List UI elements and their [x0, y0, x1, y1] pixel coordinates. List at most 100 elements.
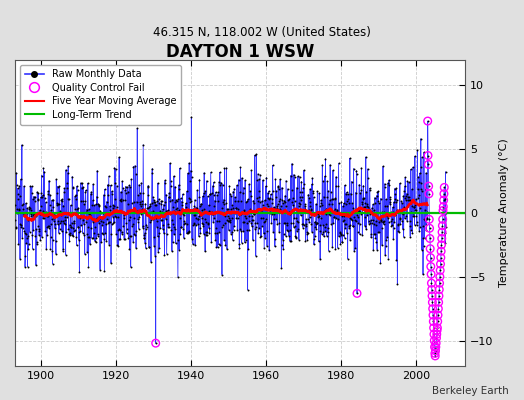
Point — [167, 178, 175, 184]
Point — [111, 213, 119, 220]
Point — [14, 240, 23, 247]
Point — [361, 214, 369, 220]
Point — [404, 202, 412, 209]
Point — [194, 233, 203, 240]
Point — [372, 239, 380, 246]
Point — [16, 256, 24, 262]
Point — [14, 190, 23, 197]
Point — [309, 211, 318, 217]
Point — [202, 178, 211, 184]
Point — [424, 152, 432, 159]
Point — [148, 165, 157, 172]
Point — [125, 246, 134, 252]
Point — [427, 280, 435, 286]
Point — [351, 208, 359, 214]
Point — [207, 209, 215, 215]
Point — [144, 192, 152, 198]
Point — [307, 206, 315, 213]
Point — [271, 194, 280, 201]
Point — [246, 188, 255, 194]
Point — [353, 212, 362, 218]
Point — [385, 182, 394, 188]
Point — [211, 198, 219, 204]
Point — [306, 186, 314, 192]
Point — [109, 204, 117, 211]
Point — [102, 238, 111, 244]
Point — [432, 344, 440, 350]
Point — [433, 318, 442, 325]
Point — [365, 220, 373, 227]
Point — [432, 340, 440, 346]
Point — [157, 198, 166, 204]
Point — [312, 220, 321, 226]
Point — [87, 225, 95, 232]
Point — [64, 163, 72, 170]
Point — [194, 216, 202, 223]
Point — [96, 266, 104, 273]
Point — [127, 176, 136, 182]
Point — [358, 232, 367, 238]
Point — [407, 166, 415, 173]
Point — [67, 224, 75, 230]
Point — [53, 183, 62, 190]
Point — [126, 214, 135, 220]
Point — [104, 219, 112, 226]
Point — [232, 204, 240, 211]
Point — [278, 196, 287, 203]
Point — [34, 197, 42, 204]
Point — [37, 172, 46, 179]
Point — [195, 203, 204, 210]
Point — [133, 198, 141, 205]
Point — [319, 178, 327, 184]
Point — [425, 225, 434, 232]
Point — [66, 222, 74, 228]
Point — [430, 338, 439, 344]
Point — [162, 208, 170, 215]
Point — [192, 215, 201, 221]
Point — [240, 218, 248, 225]
Point — [400, 188, 408, 194]
Point — [88, 216, 96, 223]
Point — [343, 256, 352, 262]
Point — [277, 265, 286, 271]
Point — [388, 216, 396, 222]
Point — [398, 200, 407, 206]
Point — [333, 208, 341, 214]
Point — [54, 230, 63, 236]
Point — [381, 252, 389, 258]
Point — [159, 202, 168, 208]
Point — [376, 260, 385, 266]
Point — [115, 236, 123, 243]
Point — [406, 233, 414, 240]
Point — [177, 224, 185, 230]
Point — [433, 331, 441, 338]
Point — [327, 221, 335, 227]
Point — [254, 230, 263, 236]
Point — [103, 182, 112, 188]
Point — [392, 257, 401, 263]
Point — [172, 206, 180, 212]
Point — [126, 264, 135, 270]
Point — [32, 241, 41, 247]
Point — [97, 230, 106, 237]
Point — [163, 207, 172, 214]
Point — [442, 210, 450, 216]
Point — [140, 235, 148, 241]
Point — [305, 214, 314, 220]
Point — [108, 191, 116, 197]
Point — [141, 240, 149, 246]
Point — [387, 208, 395, 215]
Point — [265, 247, 274, 254]
Point — [352, 218, 361, 224]
Point — [116, 197, 124, 203]
Point — [312, 220, 320, 227]
Point — [89, 181, 97, 187]
Point — [251, 226, 259, 232]
Point — [436, 267, 444, 274]
Point — [384, 180, 392, 186]
Point — [183, 229, 192, 236]
Point — [390, 186, 399, 192]
Point — [427, 280, 435, 286]
Point — [396, 216, 404, 222]
Point — [370, 231, 379, 237]
